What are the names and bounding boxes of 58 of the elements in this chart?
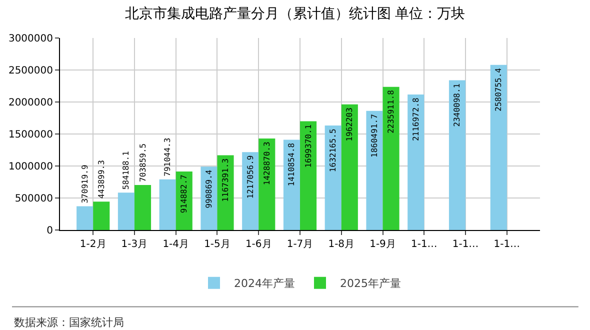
y-tick-label: 0 — [46, 226, 53, 236]
x-tick-label: 1-7月 — [286, 239, 314, 250]
bar — [159, 179, 176, 230]
y-tick-label: 3000000 — [8, 34, 53, 44]
bar — [93, 202, 110, 230]
bar — [382, 86, 400, 230]
data-label: 370919.9 — [80, 164, 90, 204]
bar — [134, 184, 152, 230]
bar — [408, 94, 424, 230]
source-note: 数据来源：国家统计局 — [14, 316, 124, 329]
y-tick-label: 1000000 — [8, 162, 53, 172]
legend-label: 2025年产量 — [340, 277, 401, 290]
data-label: 791044.3 — [163, 138, 172, 176]
data-label: 990869.4 — [204, 170, 214, 208]
data-label: 1217056.9 — [246, 155, 255, 199]
bar — [448, 80, 466, 230]
x-tick-label: 1-6月 — [245, 239, 272, 250]
data-label: 1632165.5 — [328, 128, 338, 172]
bar — [258, 138, 276, 230]
data-label: 2116972.8 — [411, 98, 420, 142]
bar — [242, 152, 259, 230]
bar — [283, 140, 300, 230]
y-tick-label: 500000 — [14, 194, 53, 204]
data-label: 2580755.4 — [494, 68, 504, 112]
data-label: 914882.7 — [180, 174, 189, 214]
data-label: 584188.1 — [122, 150, 131, 190]
bar — [217, 155, 234, 230]
x-tick-label: 1-1… — [494, 239, 520, 250]
y-tick-label: 2500000 — [8, 66, 53, 76]
data-label: 2340098.1 — [452, 83, 462, 127]
bar — [366, 110, 383, 230]
bar — [490, 64, 507, 230]
bar — [324, 126, 342, 230]
bar — [76, 206, 94, 230]
x-tick-label: 1-3月 — [121, 239, 148, 250]
data-label: 2235911.8 — [386, 90, 396, 134]
bar — [341, 104, 358, 230]
x-tick-label: 1-5月 — [204, 239, 230, 250]
chart-title: 北京市集成电路产量分月（累计值）统计图 单位：万块 — [124, 6, 466, 22]
x-tick-label: 1-1… — [452, 239, 479, 250]
data-label: 1410854.8 — [287, 142, 296, 186]
data-label: 703859.5 — [138, 143, 148, 182]
x-tick-label: 1-4月 — [162, 239, 190, 250]
data-label: 1428870.3 — [262, 142, 272, 186]
x-tick-label: 1-1… — [410, 239, 438, 250]
y-tick-label: 2000000 — [8, 98, 53, 108]
data-label: 1860491.7 — [370, 114, 379, 158]
data-label: 1167391.3 — [221, 158, 230, 202]
data-label: 1699370.1 — [304, 124, 313, 168]
bar — [118, 192, 134, 230]
legend-label: 2024年产量 — [234, 277, 295, 290]
data-label: 1962203 — [345, 107, 354, 142]
bar — [300, 121, 317, 230]
data-label: 443899.3 — [96, 160, 106, 199]
x-tick-label: 1-2月 — [80, 239, 106, 250]
y-tick-label: 1500000 — [8, 130, 53, 140]
x-tick-label: 1-8月 — [328, 239, 355, 250]
x-tick-label: 1-9月 — [370, 239, 396, 250]
